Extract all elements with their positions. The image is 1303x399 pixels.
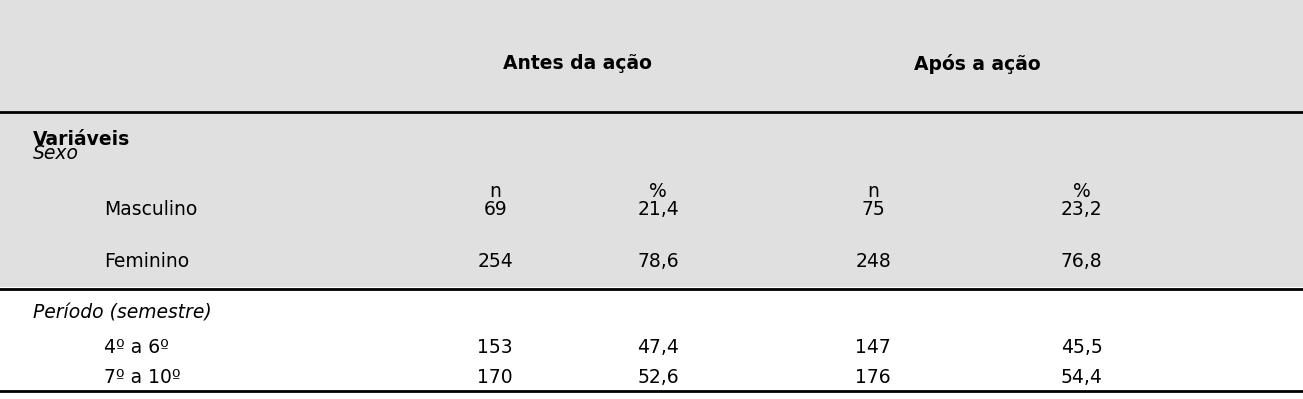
Text: 4º a 6º: 4º a 6º [104,338,169,357]
Text: 7º a 10º: 7º a 10º [104,367,181,387]
Text: 23,2: 23,2 [1061,200,1102,219]
Text: Masculino: Masculino [104,200,198,219]
Text: n: n [866,182,880,201]
Text: 21,4: 21,4 [637,200,679,219]
Text: 69: 69 [483,200,507,219]
Text: 47,4: 47,4 [637,338,679,357]
Text: Após a ação: Após a ação [913,54,1041,74]
Text: %: % [649,182,667,201]
Text: Sexo: Sexo [33,144,78,163]
Text: 147: 147 [855,338,891,357]
Text: 76,8: 76,8 [1061,252,1102,271]
Text: 75: 75 [861,200,885,219]
Bar [0,0,1303,287]
Bar [0,287,1303,399]
Text: Período (semestre): Período (semestre) [33,304,211,323]
Text: 52,6: 52,6 [637,367,679,387]
Text: Variáveis: Variáveis [33,130,130,149]
Text: 248: 248 [855,252,891,271]
Text: %: % [1072,182,1091,201]
Text: 254: 254 [477,252,513,271]
Text: 54,4: 54,4 [1061,367,1102,387]
Text: 176: 176 [855,367,891,387]
Text: Feminino: Feminino [104,252,189,271]
Text: Antes da ação: Antes da ação [503,54,652,73]
Text: 153: 153 [477,338,513,357]
Text: 170: 170 [477,367,513,387]
Text: n: n [489,182,502,201]
Text: 45,5: 45,5 [1061,338,1102,357]
Text: 78,6: 78,6 [637,252,679,271]
